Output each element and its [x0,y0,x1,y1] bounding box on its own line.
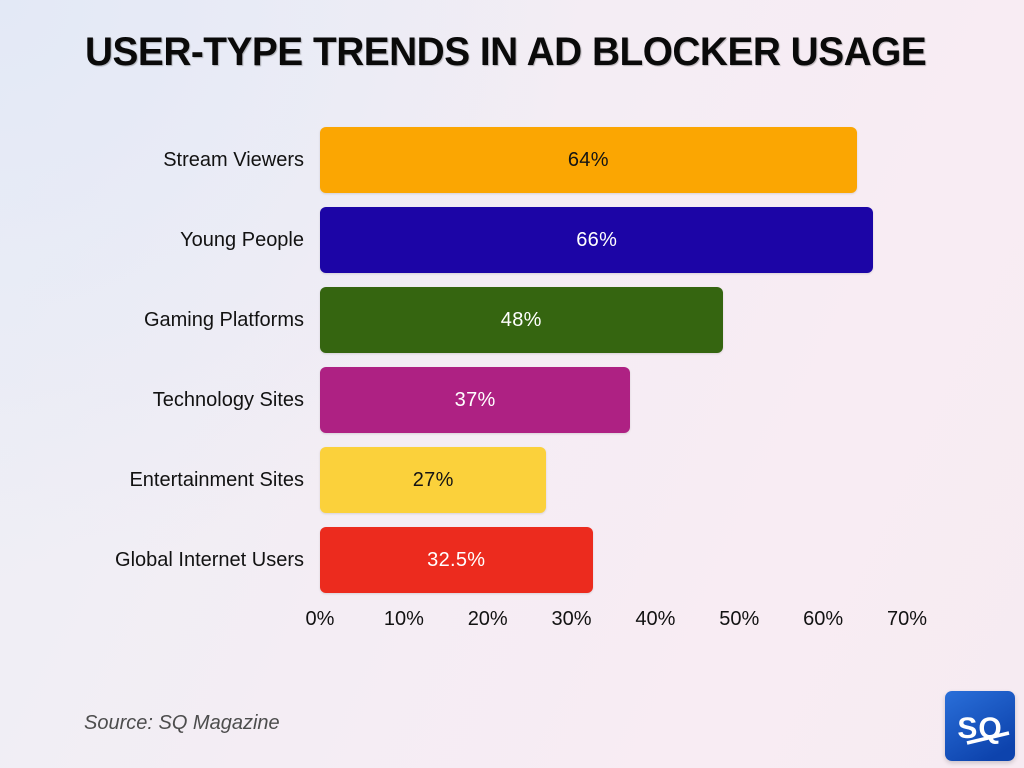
x-tick-label: 0% [305,608,335,630]
bar-value-label: 32.5% [427,548,486,571]
x-tick-label: 60% [803,608,844,630]
bar-value-label: 64% [567,148,609,171]
bar-value-label: 27% [412,468,454,491]
sq-logo-slash [966,731,1010,745]
chart-row: Technology Sites 37% [85,360,910,440]
page-title: USER-TYPE TRENDS IN AD BLOCKER USAGE [85,30,927,74]
category-label: Entertainment Sites [129,468,304,491]
x-tick-label: 70% [886,608,928,630]
bar-track: 66% [320,207,907,273]
x-tick-label: 20% [467,608,508,630]
bar-track: 32.5% [320,527,907,593]
bar-value-label: 66% [576,228,618,251]
category-label: Young People [180,228,304,251]
chart-row: Young People 66% [85,200,910,280]
bar-entertainment-sites: 27% [320,447,547,513]
bar-technology-sites: 37% [320,367,631,433]
bar-chart: Stream Viewers 64% Young People 66% Gaming P… [85,120,927,634]
category-label: Technology Sites [152,388,304,411]
chart-row: Global Internet Users 32.5% [85,520,910,600]
x-tick-label: 30% [551,608,592,630]
bar-track: 64% [320,127,907,193]
bar-value-label: 48% [500,308,542,331]
sq-magazine-logo: SQ [945,691,1015,761]
sq-logo-icon: SQ [945,691,1015,761]
x-tick-label: 40% [635,608,676,630]
bar-track: 48% [320,287,907,353]
bar-gaming-platforms: 48% [320,287,723,353]
bar-global-internet-users: 32.5% [320,527,593,593]
category-label: Global Internet Users [115,548,304,571]
chart-row: Stream Viewers 64% [85,120,910,200]
category-label: Gaming Platforms [143,308,304,331]
bar-track: 27% [320,447,907,513]
bar-young-people: 66% [320,207,874,273]
x-axis: 0% 10% 20% 30% 40% 50% 60% 70% [306,600,927,634]
bar-rows: Stream Viewers 64% Young People 66% Gaming P… [85,120,910,600]
bar-value-label: 37% [454,388,496,411]
chart-row: Gaming Platforms 48% [85,280,910,360]
bar-stream-viewers: 64% [320,127,857,193]
source-caption: Source: SQ Magazine [84,712,280,734]
bar-track: 37% [320,367,907,433]
chart-row: Entertainment Sites 27% [85,440,910,520]
category-label: Stream Viewers [163,148,304,171]
x-tick-label: 10% [383,608,424,630]
x-tick-label: 50% [719,608,760,630]
